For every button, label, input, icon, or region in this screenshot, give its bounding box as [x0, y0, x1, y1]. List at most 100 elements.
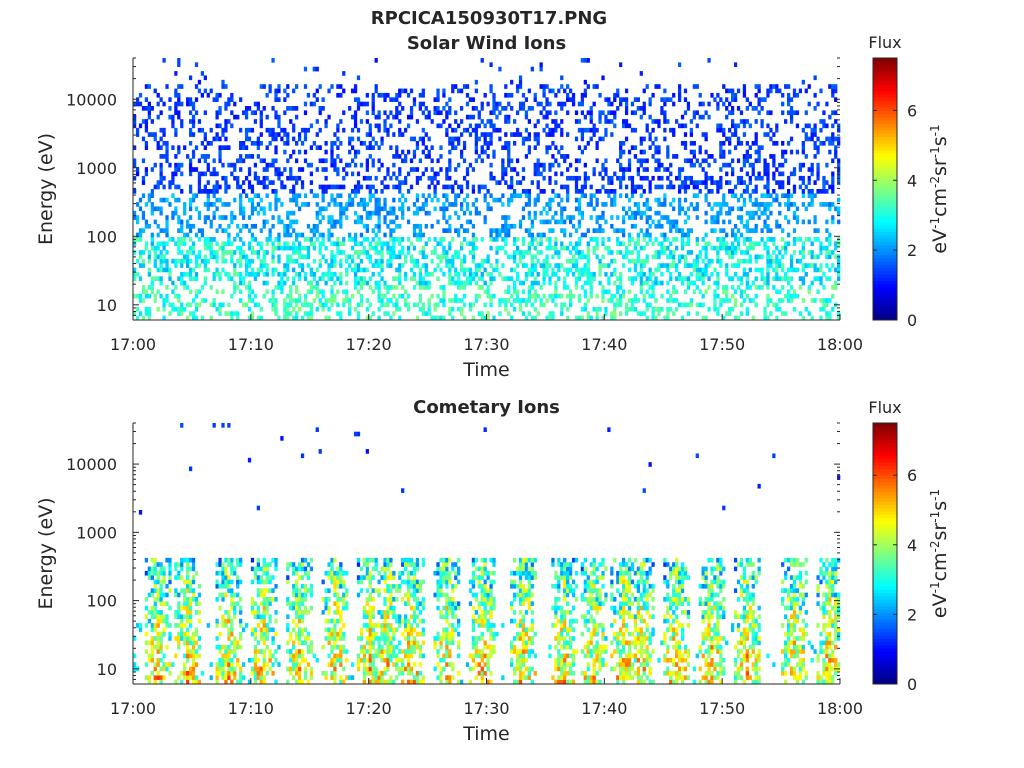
heatmap-cell — [530, 302, 534, 308]
heatmap-cell — [716, 254, 720, 260]
heatmap-cell — [648, 101, 652, 107]
heatmap-cell — [194, 193, 199, 199]
heatmap-cell — [168, 605, 172, 611]
heatmap-cell — [336, 184, 340, 190]
heatmap-cell — [648, 206, 652, 212]
heatmap-cell — [318, 106, 322, 111]
heatmap-cell — [719, 145, 723, 150]
heatmap-cell — [150, 237, 154, 242]
heatmap-cell — [353, 110, 358, 116]
heatmap-cell — [168, 562, 172, 567]
heatmap-cell — [427, 271, 431, 277]
heatmap-cell — [619, 280, 623, 286]
heatmap-cell — [165, 250, 169, 255]
heatmap-cell — [206, 92, 210, 98]
heatmap-cell — [292, 189, 296, 194]
heatmap-cell — [577, 254, 582, 260]
heatmap-cell — [186, 610, 190, 615]
heatmap-cell — [601, 162, 605, 168]
heatmap-cell — [566, 193, 570, 199]
heatmap-cell — [268, 202, 272, 207]
heatmap-cell — [401, 293, 405, 299]
heatmap-cell — [731, 119, 735, 124]
heatmap-cell — [253, 162, 258, 168]
heatmap-cell — [560, 197, 564, 203]
heatmap-cell — [604, 158, 608, 164]
heatmap-cell — [663, 136, 667, 142]
heatmap-cell — [439, 145, 443, 150]
heatmap-cell — [619, 162, 623, 168]
heatmap-cell — [144, 662, 149, 667]
heatmap-cell — [560, 75, 564, 81]
heatmap-cell — [542, 258, 546, 264]
heatmap-cell — [548, 88, 552, 94]
heatmap-cell — [704, 219, 708, 225]
heatmap-cell — [353, 219, 358, 225]
heatmap-cell — [495, 232, 499, 238]
heatmap-cell — [230, 162, 234, 168]
heatmap-cell — [610, 250, 614, 255]
heatmap-cell — [636, 237, 640, 242]
heatmap-cell — [772, 189, 776, 194]
heatmap-cell — [489, 110, 493, 116]
heatmap-cell — [371, 271, 375, 277]
heatmap-cell — [150, 167, 154, 172]
heatmap-cell — [153, 132, 157, 137]
heatmap-cell — [165, 583, 169, 589]
colorbar-segment — [873, 113, 897, 118]
heatmap-cell — [318, 232, 322, 238]
heatmap-cell — [465, 219, 470, 225]
heatmap-cell — [174, 154, 178, 159]
heatmap-cell — [492, 110, 496, 116]
heatmap-cell — [786, 206, 791, 212]
heatmap-cell — [645, 123, 649, 129]
heatmap-cell — [144, 127, 149, 133]
heatmap-cell — [716, 101, 720, 107]
heatmap-cell — [619, 302, 623, 308]
heatmap-cell — [188, 271, 193, 277]
heatmap-cell — [374, 285, 378, 290]
heatmap-cell — [448, 215, 452, 220]
heatmap-cell — [698, 254, 702, 260]
heatmap-cell — [321, 97, 325, 102]
heatmap-cell — [822, 180, 826, 185]
heatmap-cell — [350, 254, 355, 260]
heatmap-cell — [227, 145, 231, 150]
heatmap-cell — [489, 88, 493, 94]
heatmap-cell — [389, 254, 393, 260]
heatmap-cell — [398, 119, 402, 124]
heatmap-cell — [156, 92, 160, 98]
heatmap-cell — [392, 302, 396, 308]
heatmap-cell — [642, 149, 646, 155]
heatmap-cell — [775, 123, 779, 129]
heatmap-cell — [356, 302, 361, 308]
heatmap-cell — [356, 106, 361, 111]
heatmap-cell — [247, 180, 252, 185]
heatmap-cell — [395, 184, 399, 190]
heatmap-cell — [174, 263, 178, 268]
heatmap-cell — [689, 271, 694, 277]
heatmap-cell — [362, 237, 367, 242]
heatmap-cell — [203, 75, 207, 81]
heatmap-cell — [271, 302, 275, 308]
heatmap-cell — [816, 171, 820, 177]
heatmap-cell — [507, 215, 511, 220]
heatmap-cell — [386, 127, 390, 133]
heatmap-cell — [563, 232, 567, 238]
heatmap-cell — [309, 180, 313, 185]
heatmap-cell — [424, 167, 428, 172]
heatmap-cell — [781, 245, 785, 251]
heatmap-cell — [286, 276, 290, 281]
heatmap-cell — [583, 289, 587, 295]
heatmap-cell — [745, 258, 749, 264]
heatmap-cell — [395, 106, 399, 111]
heatmap-cell — [230, 276, 234, 281]
heatmap-cell — [412, 276, 417, 281]
heatmap-cell — [719, 263, 723, 268]
heatmap-cell — [778, 263, 782, 268]
heatmap-cell — [530, 267, 534, 273]
heatmap-cell — [454, 193, 458, 199]
colorbar-segment — [873, 136, 897, 141]
heatmap-cell — [159, 250, 163, 255]
heatmap-cell — [725, 136, 729, 142]
